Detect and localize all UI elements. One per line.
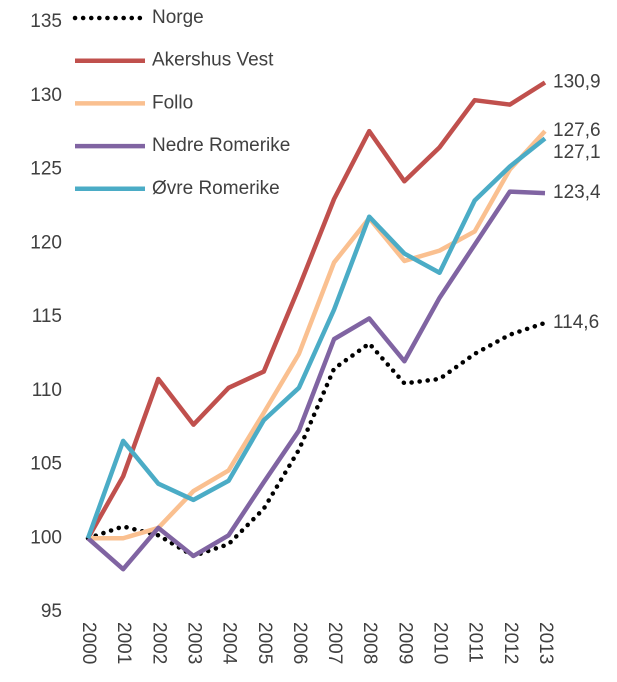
x-tick-label: 2012: [500, 622, 521, 664]
legend-label: Nedre Romerike: [152, 135, 290, 156]
legend-label: Akershus Vest: [152, 50, 274, 71]
data-label: 130,9: [553, 71, 601, 92]
x-tick-label: 2007: [324, 622, 345, 664]
x-tick-label: 2009: [394, 622, 415, 664]
series-line: [85, 320, 548, 559]
data-label: 127,1: [553, 142, 601, 163]
x-tick-label: 2002: [148, 622, 169, 664]
data-label: 123,4: [553, 182, 601, 203]
data-label: 127,6: [553, 120, 601, 141]
legend-label: Follo: [152, 92, 193, 113]
x-tick-label: 2011: [465, 622, 486, 663]
y-tick-label: 105: [30, 454, 62, 475]
series-line: [86, 189, 546, 572]
y-tick-label: 120: [30, 232, 62, 253]
x-tick-label: 2010: [430, 622, 451, 664]
y-tick-label: 110: [32, 380, 62, 401]
x-tick-label: 2000: [78, 622, 99, 664]
x-tick-label: 2003: [183, 622, 204, 664]
legend-label: Øvre Romerike: [152, 178, 280, 199]
y-tick-label: 125: [30, 159, 62, 180]
series-line: [86, 80, 547, 540]
legend-label: Norge: [152, 7, 204, 28]
x-tick-label: 2008: [359, 622, 380, 664]
x-tick-label: 2004: [219, 622, 240, 665]
x-tick-label: 2005: [254, 622, 275, 664]
y-tick-label: 100: [30, 527, 62, 548]
y-tick-label: 115: [32, 306, 62, 327]
y-tick-label: 135: [30, 11, 62, 32]
series-line: [85, 136, 547, 540]
series-line: [88, 129, 547, 541]
y-tick-label: 130: [30, 85, 62, 106]
x-tick-label: 2013: [535, 622, 556, 664]
x-tick-label: 2006: [289, 622, 310, 664]
data-label: 114,6: [553, 312, 599, 333]
y-tick-label: 95: [41, 601, 62, 622]
x-tick-label: 2001: [113, 622, 134, 664]
